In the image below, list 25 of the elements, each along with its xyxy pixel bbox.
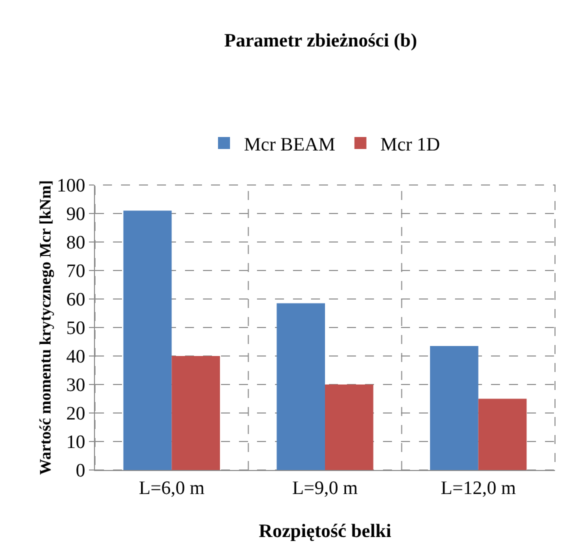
- y-tick-label: 30: [66, 375, 86, 396]
- y-tick-label: 100: [56, 176, 86, 197]
- bar: [478, 398, 527, 470]
- bar: [276, 303, 325, 470]
- x-tick-label: L=6,0 m: [138, 478, 205, 499]
- x-tick-label: L=9,0 m: [292, 478, 358, 499]
- legend-label: Mcr 1D: [380, 134, 440, 156]
- y-tick-label: 90: [66, 204, 86, 226]
- x-axis-title: Rozpiętość belki: [258, 521, 392, 542]
- y-tick-label: 80: [66, 232, 86, 254]
- y-tick-label: 0: [76, 460, 86, 482]
- bar: [123, 210, 172, 470]
- y-tick-label: 60: [66, 290, 86, 311]
- bar: [172, 356, 220, 470]
- legend-label: Mcr BEAM: [244, 134, 336, 156]
- x-tick-label: L=12,0 m: [440, 478, 516, 499]
- y-axis-title: Wartość momentu krytycznego Mcr [kNm]: [38, 180, 55, 475]
- chart-title: Parametr zbieżności (b): [224, 30, 418, 52]
- y-tick-label: 50: [66, 318, 86, 340]
- bar: [430, 346, 478, 470]
- y-tick-label: 10: [66, 432, 86, 454]
- y-tick-label: 40: [66, 346, 86, 368]
- y-tick-label: 20: [66, 404, 86, 425]
- bar: [325, 384, 374, 470]
- y-tick-label: 70: [66, 261, 86, 282]
